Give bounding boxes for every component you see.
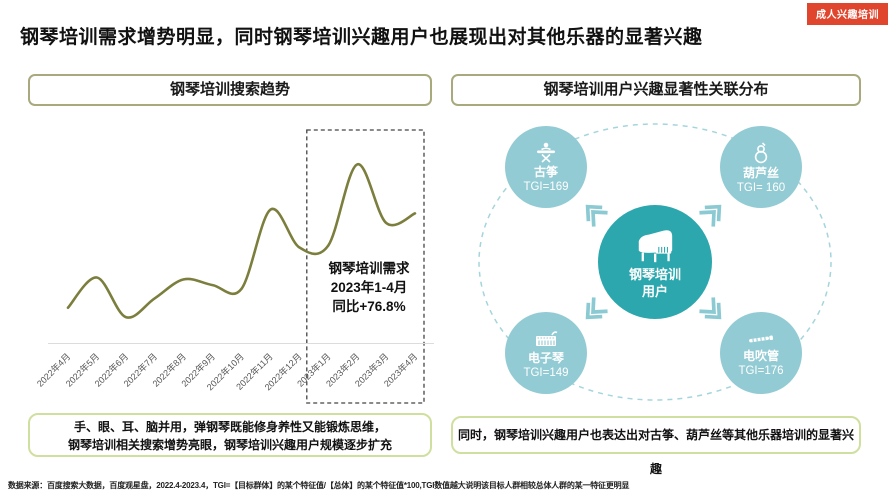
node-electronic-wind-instrument: 电吹管 TGI=176 (720, 312, 802, 394)
page-title: 钢琴培训需求增势明显，同时钢琴培训兴趣用户也展现出对其他乐器的显著兴趣 (20, 27, 703, 48)
left-summary-note: 手、眼、耳、脑并用，弹钢琴既能修身养性又能锻炼思维， 钢琴培训相关搜索增势亮眼，… (28, 413, 432, 457)
center-node-label-line2: 用户 (641, 284, 668, 299)
node-tgi: TGI=176 (738, 365, 784, 377)
chevron-bottom-left-icon (585, 297, 608, 320)
annotation-line1: 钢琴培训需求 (329, 260, 410, 276)
node-name: 葫芦丝 (742, 166, 779, 180)
node-name: 电吹管 (742, 349, 779, 363)
node-electronic-keyboard: 电子琴 TGI=149 (505, 312, 587, 394)
node-tgi: TGI=169 (523, 181, 569, 193)
node-tgi: TGI=149 (523, 367, 569, 379)
data-source-note: 数据来源：百度搜索大数据，百度观星盘，2022.4-2023.4，TGI=【目标… (8, 481, 630, 490)
center-node-piano-training-users: 钢琴培训 用户 (598, 205, 712, 319)
node-name: 古筝 (533, 165, 558, 179)
annotation-line2: 2023年1-4月 (331, 279, 408, 295)
left-panel-header: 钢琴培训搜索趋势 (28, 74, 432, 106)
right-summary-note: 同时，钢琴培训兴趣用户也表达出对古筝、葫芦丝等其他乐器培训的显著兴趣 (451, 416, 861, 476)
node-hulusi: 葫芦丝 TGI= 160 (720, 126, 802, 208)
hulusi-icon (754, 142, 768, 164)
electronic-wind-instrument-icon (749, 335, 774, 343)
node-guzheng: 古筝 TGI=169 (505, 126, 587, 208)
chevron-top-right-icon (699, 204, 722, 227)
search-trend-line-chart: 钢琴培训需求 2023年1-4月 同比+76.8% 2022年4月2022年5月… (34, 129, 434, 404)
center-node-label-line1: 钢琴培训 (628, 267, 681, 282)
left-summary-line2: 钢琴培训相关搜索增势亮眼，钢琴培训兴趣用户规模逐步扩充 (67, 438, 392, 452)
annotation-line3: 同比+76.8% (332, 298, 405, 314)
piano-icon (638, 230, 673, 263)
node-name: 电子琴 (527, 351, 564, 365)
right-summary-line: 同时，钢琴培训兴趣用户也表达出对古筝、葫芦丝等其他乐器培训的显著兴趣 (457, 428, 854, 476)
left-summary-line1: 手、眼、耳、脑并用，弹钢琴既能修身养性又能锻炼思维， (73, 420, 386, 434)
category-badge: 成人兴趣培训 (807, 3, 888, 25)
node-tgi: TGI= 160 (736, 182, 786, 194)
interest-association-diagram: 钢琴培训 用户 古筝 TGI=169 葫芦丝 TGI= 160 (448, 115, 868, 410)
electronic-keyboard-icon (536, 331, 558, 346)
chevron-top-left-icon (585, 204, 608, 227)
guzheng-icon (537, 142, 555, 163)
right-panel-header: 钢琴培训用户兴趣显著性关联分布 (451, 74, 861, 106)
chevron-bottom-right-icon (699, 297, 722, 320)
dashed-ring (478, 123, 832, 401)
